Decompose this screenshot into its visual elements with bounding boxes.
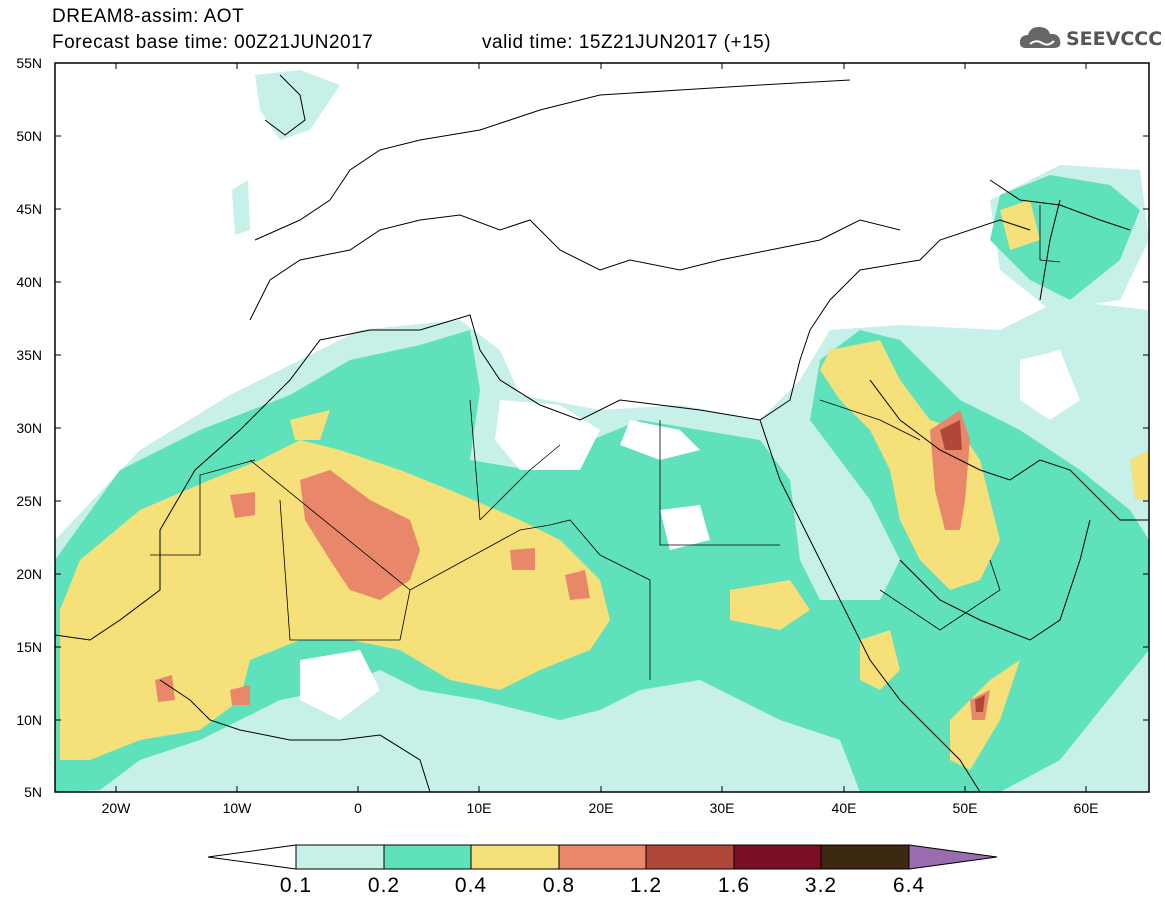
cloud-logo-icon [1019, 27, 1061, 48]
colorbar-under-arrow [207, 844, 297, 870]
lat-label-10n: 10N [16, 712, 42, 728]
lon-label-0: 0 [354, 800, 362, 816]
colorbar-bin-7 [820, 844, 910, 870]
colorbar-label-0.8: 0.8 [542, 874, 576, 897]
lat-label-20n: 20N [16, 566, 42, 582]
colorbar-label-1.2: 1.2 [629, 874, 663, 897]
colorbar-bin-6 [733, 844, 822, 870]
seevccc-logo: SEEVCCC [1018, 22, 1162, 56]
aot-fields [55, 70, 1149, 792]
colorbar-label-6.4: 6.4 [892, 874, 926, 897]
colorbar-label-3.2: 3.2 [804, 874, 838, 897]
lat-label-30n: 30N [16, 420, 42, 436]
colorbar-label-0.1: 0.1 [279, 874, 313, 897]
colorbar [207, 844, 998, 870]
lon-label-10w: 10W [222, 800, 252, 816]
lat-label-15n: 15N [16, 639, 42, 655]
colorbar-label-1.6: 1.6 [717, 874, 751, 897]
colorbar-bin-4 [558, 844, 647, 870]
colorbar-bin-5 [645, 844, 735, 870]
aot-level-5-area [940, 420, 985, 712]
coastlines [55, 74, 1149, 792]
valid-time: valid time: 15Z21JUN2017 (+15) [482, 32, 772, 53]
lat-label-25n: 25N [16, 493, 42, 509]
lon-label-20w: 20W [101, 800, 131, 816]
lon-label-60e: 60E [1073, 800, 1099, 816]
low-aot-area [300, 350, 1080, 720]
logo-text: SEEVCCC [1066, 28, 1163, 50]
axis-ticks [55, 62, 1149, 792]
colorbar-bin-2 [383, 844, 472, 870]
lon-label-10e: 10E [466, 800, 492, 816]
forecast-base-time: Forecast base time: 00Z21JUN2017 [52, 32, 374, 53]
lon-label-40e: 40E [831, 800, 857, 816]
lat-label-50n: 50N [16, 128, 42, 144]
lon-label-20e: 20E [588, 800, 614, 816]
colorbar-bin-3 [470, 844, 560, 870]
lon-label-50e: 50E [952, 800, 978, 816]
lat-label-40n: 40N [16, 274, 42, 290]
political-borders [150, 205, 1061, 680]
lat-label-45n: 45N [16, 201, 42, 217]
colorbar-bin-1 [295, 844, 385, 870]
lat-label-55n: 55N [16, 55, 42, 71]
lat-label-5n: 5N [24, 784, 42, 800]
lat-label-35n: 35N [16, 347, 42, 363]
chart-title: DREAM8-assim: AOT [52, 6, 245, 27]
colorbar-label-0.2: 0.2 [367, 874, 401, 897]
colorbar-label-0.4: 0.4 [454, 874, 488, 897]
lon-label-30e: 30E [709, 800, 735, 816]
colorbar-over-arrow [908, 844, 998, 870]
